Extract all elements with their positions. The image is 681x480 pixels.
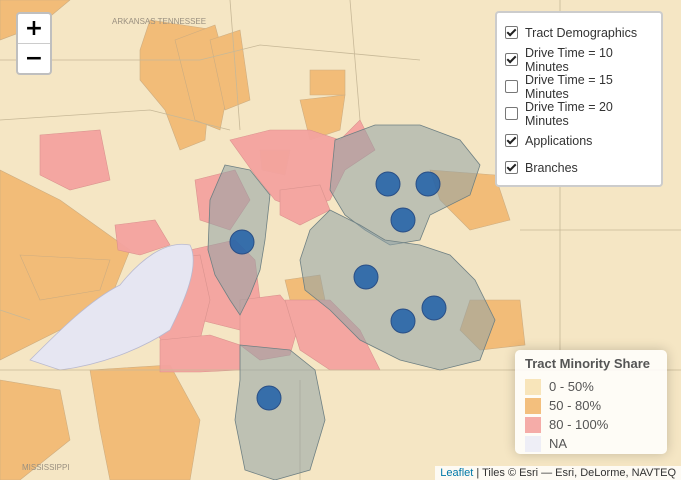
river — [29, 243, 194, 371]
zoom-out-button[interactable]: − — [18, 43, 50, 73]
branch-marker[interactable] — [415, 171, 441, 197]
legend-swatch — [525, 397, 541, 414]
checkbox[interactable] — [505, 107, 518, 120]
branch-marker[interactable] — [353, 264, 379, 290]
checkbox[interactable] — [505, 53, 518, 66]
layer-label: Applications — [525, 133, 593, 148]
legend-item: 50 - 80% — [525, 396, 657, 415]
branch-marker[interactable] — [229, 229, 255, 255]
layer-label: Drive Time = 10 Minutes — [525, 45, 613, 74]
branch-marker[interactable] — [256, 385, 282, 411]
layer-label: Drive Time = 20 Minutes — [525, 99, 613, 128]
layer-label: Tract Demographics — [525, 25, 638, 40]
legend-item: 80 - 100% — [525, 415, 657, 434]
map-label-bottom: MISSISSIPPI — [22, 463, 70, 472]
layer-drive-time-20[interactable]: Drive Time = 20 Minutes — [505, 99, 657, 128]
legend-swatch — [525, 378, 541, 395]
checkbox[interactable] — [505, 26, 518, 39]
zoom-in-button[interactable]: + — [24, 16, 44, 41]
branch-marker[interactable] — [390, 207, 416, 233]
leaflet-link[interactable]: Leaflet — [440, 467, 474, 479]
layer-control: Tract Demographics Drive Time = 10 Minut… — [495, 11, 663, 187]
legend-item: NA — [525, 434, 657, 453]
legend-label: 50 - 80% — [549, 398, 602, 413]
legend: Tract Minority Share 0 - 50% 50 - 80% 80… — [515, 350, 667, 454]
layer-applications[interactable]: Applications — [505, 127, 657, 154]
checkbox[interactable] — [505, 80, 518, 93]
layer-drive-time-15[interactable]: Drive Time = 15 Minutes — [505, 72, 657, 101]
legend-label: 0 - 50% — [549, 379, 594, 394]
tracts-mid — [0, 0, 526, 480]
layer-branches[interactable]: Branches — [505, 154, 657, 181]
layer-tract-demographics[interactable]: Tract Demographics — [505, 19, 657, 46]
legend-label: 80 - 100% — [549, 417, 609, 432]
branch-markers — [229, 171, 447, 411]
checkbox[interactable] — [505, 134, 518, 147]
layer-label: Branches — [525, 160, 578, 175]
legend-swatch — [525, 416, 541, 433]
legend-label: NA — [549, 436, 568, 451]
layer-label: Drive Time = 15 Minutes — [525, 72, 613, 101]
branch-marker[interactable] — [390, 308, 416, 334]
map-label-top: ARKANSAS TENNESSEE — [112, 17, 206, 26]
checkbox[interactable] — [505, 161, 518, 174]
layer-drive-time-10[interactable]: Drive Time = 10 Minutes — [505, 45, 657, 74]
branch-marker[interactable] — [375, 171, 401, 197]
legend-title: Tract Minority Share — [525, 356, 650, 371]
branch-marker[interactable] — [421, 295, 447, 321]
legend-swatch — [525, 435, 541, 452]
zoom-control: + − — [16, 12, 52, 75]
attribution: Leaflet | Tiles © Esri — Esri, DeLorme, … — [435, 466, 681, 480]
legend-item: 0 - 50% — [525, 377, 657, 396]
attribution-text: | Tiles © Esri — Esri, DeLorme, NAVTEQ — [473, 467, 676, 479]
drive-time-10min — [207, 124, 496, 480]
